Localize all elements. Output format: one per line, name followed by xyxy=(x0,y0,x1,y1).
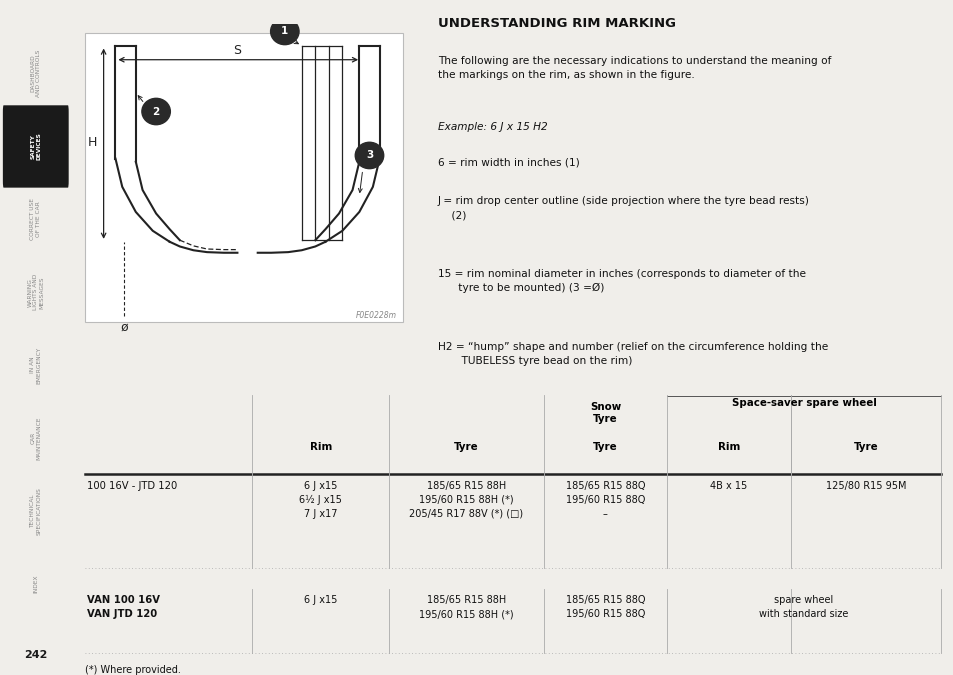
Text: Snow
Tyre: Snow Tyre xyxy=(589,402,620,424)
Text: 185/65 R15 88H
195/60 R15 88H (*)
205/45 R17 88V (*) (□): 185/65 R15 88H 195/60 R15 88H (*) 205/45… xyxy=(409,481,523,518)
Text: 185/65 R15 88Q
195/60 R15 88Q
–: 185/65 R15 88Q 195/60 R15 88Q – xyxy=(565,481,644,518)
Text: 185/65 R15 88Q
195/60 R15 88Q: 185/65 R15 88Q 195/60 R15 88Q xyxy=(565,595,644,620)
Text: VAN 100 16V
VAN JTD 120: VAN 100 16V VAN JTD 120 xyxy=(88,595,160,620)
Text: Rim: Rim xyxy=(717,442,740,452)
Text: S: S xyxy=(233,44,241,57)
Text: H: H xyxy=(88,136,97,149)
Circle shape xyxy=(271,18,298,45)
Text: 100 16V - JTD 120: 100 16V - JTD 120 xyxy=(88,481,177,491)
Text: 15 = rim nominal diameter in inches (corresponds to diameter of the
      tyre t: 15 = rim nominal diameter in inches (cor… xyxy=(437,269,805,293)
Text: 4B x 15: 4B x 15 xyxy=(710,481,747,491)
Text: SAFETY
DEVICES: SAFETY DEVICES xyxy=(30,132,41,161)
Text: 6 J x15
6½ J x15
7 J x17: 6 J x15 6½ J x15 7 J x17 xyxy=(299,481,342,519)
Text: 242: 242 xyxy=(24,650,48,660)
Text: 2: 2 xyxy=(152,107,159,117)
Text: DASHBOARD
AND CONTROLS: DASHBOARD AND CONTROLS xyxy=(30,50,41,97)
Circle shape xyxy=(142,99,171,125)
Text: (*) Where provided.: (*) Where provided. xyxy=(85,665,180,675)
Text: CORRECT USE
OF THE CAR: CORRECT USE OF THE CAR xyxy=(30,198,41,240)
Text: Rim: Rim xyxy=(310,442,332,452)
Text: spare wheel
with standard size: spare wheel with standard size xyxy=(759,595,848,620)
Text: WARNING
LIGHTS AND
MESSAGES: WARNING LIGHTS AND MESSAGES xyxy=(28,274,44,310)
Text: TECHNICAL
SPECIFICATIONS: TECHNICAL SPECIFICATIONS xyxy=(30,487,41,535)
Text: CAR
MAINTENANCE: CAR MAINTENANCE xyxy=(30,416,41,460)
Text: UNDERSTANDING RIM MARKING: UNDERSTANDING RIM MARKING xyxy=(437,17,675,30)
Text: Tyre: Tyre xyxy=(454,442,478,452)
Text: Example: 6 J x 15 H2: Example: 6 J x 15 H2 xyxy=(437,122,547,132)
FancyBboxPatch shape xyxy=(3,105,69,188)
Text: J = rim drop center outline (side projection where the tyre bead rests)
    (2): J = rim drop center outline (side projec… xyxy=(437,196,809,220)
Text: 125/80 R15 95M: 125/80 R15 95M xyxy=(824,481,905,491)
Text: INDEX: INDEX xyxy=(33,574,38,593)
Text: Tyre: Tyre xyxy=(593,442,618,452)
Text: 6 = rim width in inches (1): 6 = rim width in inches (1) xyxy=(437,157,578,167)
Circle shape xyxy=(355,142,383,169)
Text: 6 J x15: 6 J x15 xyxy=(304,595,337,605)
Text: 1: 1 xyxy=(281,26,288,36)
Text: Tyre: Tyre xyxy=(853,442,877,452)
Text: IN AN
EMERGENCY: IN AN EMERGENCY xyxy=(30,347,41,384)
Text: 3: 3 xyxy=(366,151,373,161)
Text: Space-saver spare wheel: Space-saver spare wheel xyxy=(731,398,876,408)
Text: F0E0228m: F0E0228m xyxy=(355,311,396,320)
Text: H2 = “hump” shape and number (relief on the circumference holding the
       TUB: H2 = “hump” shape and number (relief on … xyxy=(437,342,827,366)
Text: The following are the necessary indications to understand the meaning of
the mar: The following are the necessary indicati… xyxy=(437,56,830,80)
Text: ø: ø xyxy=(120,320,128,333)
Text: 185/65 R15 88H
195/60 R15 88H (*): 185/65 R15 88H 195/60 R15 88H (*) xyxy=(418,595,514,620)
